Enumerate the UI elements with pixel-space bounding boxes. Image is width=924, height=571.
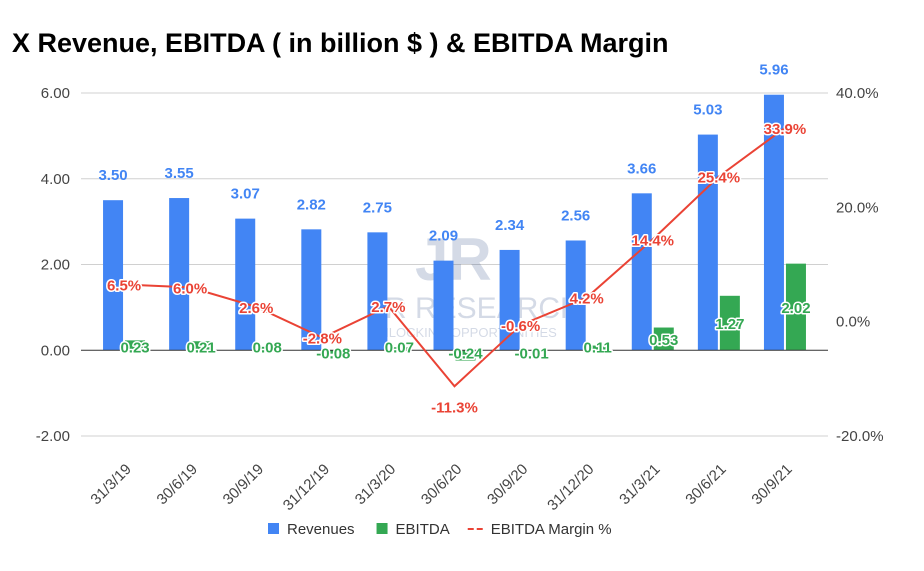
revenue-bar [499,249,520,351]
legend-label: Revenues [287,521,355,538]
revenue-data-label: 5.03 [693,102,722,119]
margin-data-label: 2.7% [371,299,405,316]
margin-data-label: 2.6% [239,300,273,317]
ebitda-bar [455,350,476,361]
margin-data-label: 25.4% [698,169,741,186]
revenue-bar [301,229,322,351]
ebitda-bar [257,346,278,351]
ebitda-data-label: 0.08 [253,339,282,356]
revenue-bar [631,193,652,351]
ebitda-data-label: -0.01 [514,345,548,362]
ebitda-bar [125,340,146,351]
ebitda-data-label: 2.02 [781,300,810,317]
revenue-data-label: 2.82 [297,196,326,213]
ebitda-data-label: -0.08 [316,345,350,362]
margin-data-label: 14.4% [631,232,674,249]
right-axis-tick-label: 20.0% [836,199,879,216]
legend-swatch-0 [268,523,279,534]
ebitda-data-label: 0.11 [583,339,611,356]
ebitda-data-label: 0.07 [385,339,414,356]
revenue-bar [697,134,718,351]
revenue-bar [169,198,190,351]
revenue-bar [367,232,388,351]
ebitda-bar [389,347,410,351]
left-axis-tick-label: 0.00 [41,342,70,359]
x-axis-tick-label: 30/6/20 [418,461,465,508]
revenue-data-label: 3.07 [231,186,260,203]
watermark-logo-text: JR RESEARCH [370,292,582,325]
chart-title: X Revenue, EBITDA ( in billion $ ) & EBI… [12,28,669,58]
ebitda-bar [191,341,212,351]
ebitda-data-label: 0.21 [187,339,216,356]
ebitda-bar [719,295,740,351]
ebitda-data-label: 0.53 [649,332,678,349]
margin-data-label: -11.3% [431,399,478,416]
legend-swatch-1 [376,523,388,534]
ebitda-data-label: 1.27 [715,316,744,333]
margin-data-label: 33.9% [764,121,807,138]
ebitda-bar [323,350,344,354]
revenue-data-label: 2.56 [561,207,590,224]
revenue-data-label: 3.55 [165,165,194,182]
x-axis-tick-label: 30/9/21 [748,461,795,508]
margin-data-label: 4.2% [570,291,604,308]
ebitda-bar [785,263,806,351]
x-axis-tick-label: 30/9/19 [220,461,267,508]
revenue-bar [235,218,256,351]
ebitda-data-label: 0.23 [120,339,149,356]
x-axis-tick-label: 31/3/20 [352,461,399,508]
right-axis-tick-label: 40.0% [836,85,879,102]
ebitda-data-label: -0.24 [448,345,483,362]
x-axis-tick-label: 31/3/19 [87,461,134,508]
revenue-data-label: 2.09 [429,228,458,245]
left-axis-tick-label: 2.00 [41,257,70,274]
revenue-bar [565,240,586,351]
legend-label: EBITDA [396,521,450,538]
margin-data-label: 6.0% [173,280,207,297]
x-axis-tick-label: 31/12/19 [280,461,333,514]
ebitda-bar [653,327,674,351]
revenue-data-label: 2.75 [363,199,392,216]
margin-data-label: 6.5% [107,278,141,295]
x-axis-tick-label: 30/9/20 [484,461,531,508]
left-axis-tick-label: 4.00 [41,171,70,188]
revenue-bar [763,94,784,351]
revenue-data-label: 3.50 [98,167,127,184]
x-axis-tick-label: 31/12/20 [544,461,597,514]
margin-data-label: -0.6% [501,318,540,335]
x-axis-tick-label: 31/3/21 [616,461,663,508]
revenue-bar [103,200,124,351]
ebitda-bar [587,345,608,351]
legend-label: EBITDA Margin % [491,521,612,538]
revenue-data-label: 2.34 [495,217,525,234]
revenue-bar [433,260,454,351]
margin-data-label: -2.8% [303,331,342,348]
left-axis-tick-label: -2.00 [36,428,70,445]
revenue-data-label: 5.96 [759,62,788,79]
right-axis-tick-label: 0.0% [836,314,870,331]
x-axis-tick-label: 30/6/19 [154,461,201,508]
left-axis-tick-label: 6.00 [41,85,70,102]
right-axis-tick-label: -20.0% [836,428,884,445]
ebitda-margin-line [124,127,786,388]
x-axis-tick-label: 30/6/21 [682,461,729,508]
revenue-data-label: 3.66 [627,160,656,177]
